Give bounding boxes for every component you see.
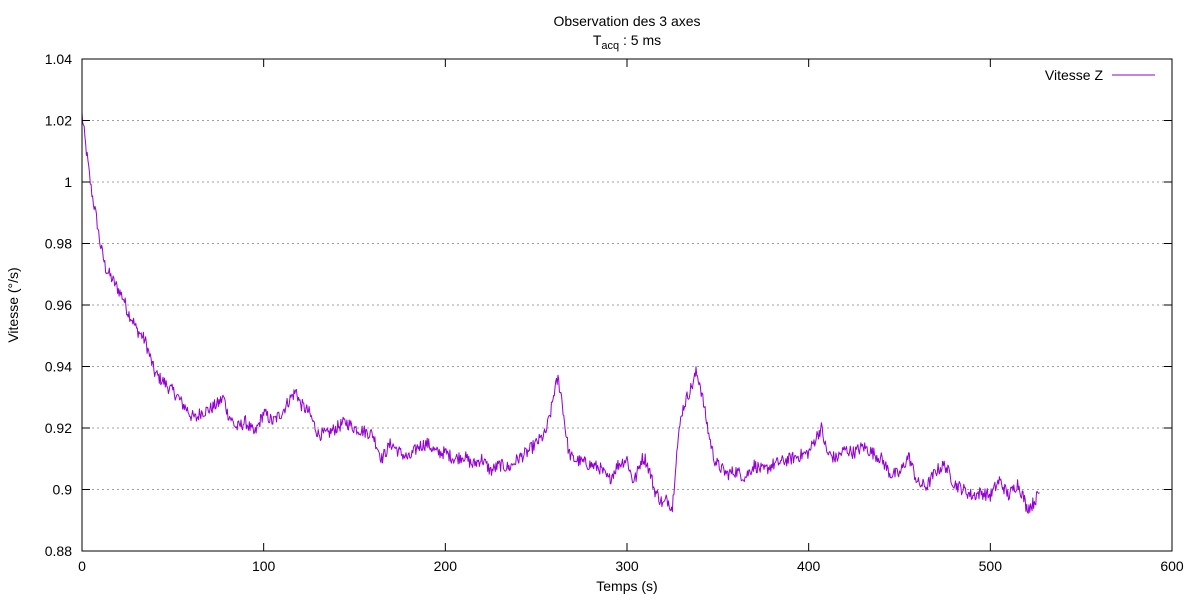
y-tick-label: 0.98	[45, 236, 72, 252]
series-line-1	[81, 112, 1040, 514]
x-axis-label: Temps (s)	[596, 578, 657, 594]
y-tick-label: 0.92	[45, 420, 72, 436]
x-tick-label: 300	[615, 558, 639, 574]
x-tick-label: 600	[1160, 558, 1184, 574]
chart-title: Observation des 3 axes	[553, 13, 700, 29]
y-tick-label: 0.9	[53, 482, 73, 498]
gridlines	[82, 120, 1172, 490]
y-tick-label: 1.02	[45, 113, 72, 129]
chart-subtitle: Tacq : 5 ms	[593, 32, 661, 52]
y-tick-label: 1.04	[45, 51, 72, 67]
legend: Vitesse Z	[1045, 67, 1155, 83]
legend-label: Vitesse Z	[1045, 67, 1104, 83]
y-axis-label: Vitesse (°/s)	[5, 267, 21, 342]
ticks	[81, 58, 1173, 552]
series-layer	[81, 112, 1040, 514]
y-tick-label: 1	[64, 174, 72, 190]
x-tick-label: 0	[78, 558, 86, 574]
y-tick-label: 0.88	[45, 543, 72, 559]
x-tick-label: 200	[434, 558, 458, 574]
subtitle-sub: acq	[601, 40, 619, 52]
tick-labels: 0.88 0.9 0.92 0.94 0.96 0.98 1 1.02 1.04 0 100 200 3…	[45, 51, 1184, 574]
x-tick-label: 400	[797, 558, 821, 574]
subtitle-rest: : 5 ms	[619, 32, 661, 48]
y-tick-label: 0.94	[45, 359, 72, 375]
x-tick-label: 500	[979, 558, 1003, 574]
subtitle-base: T	[593, 32, 602, 48]
x-tick-label: 100	[252, 558, 276, 574]
y-tick-label: 0.96	[45, 297, 72, 313]
